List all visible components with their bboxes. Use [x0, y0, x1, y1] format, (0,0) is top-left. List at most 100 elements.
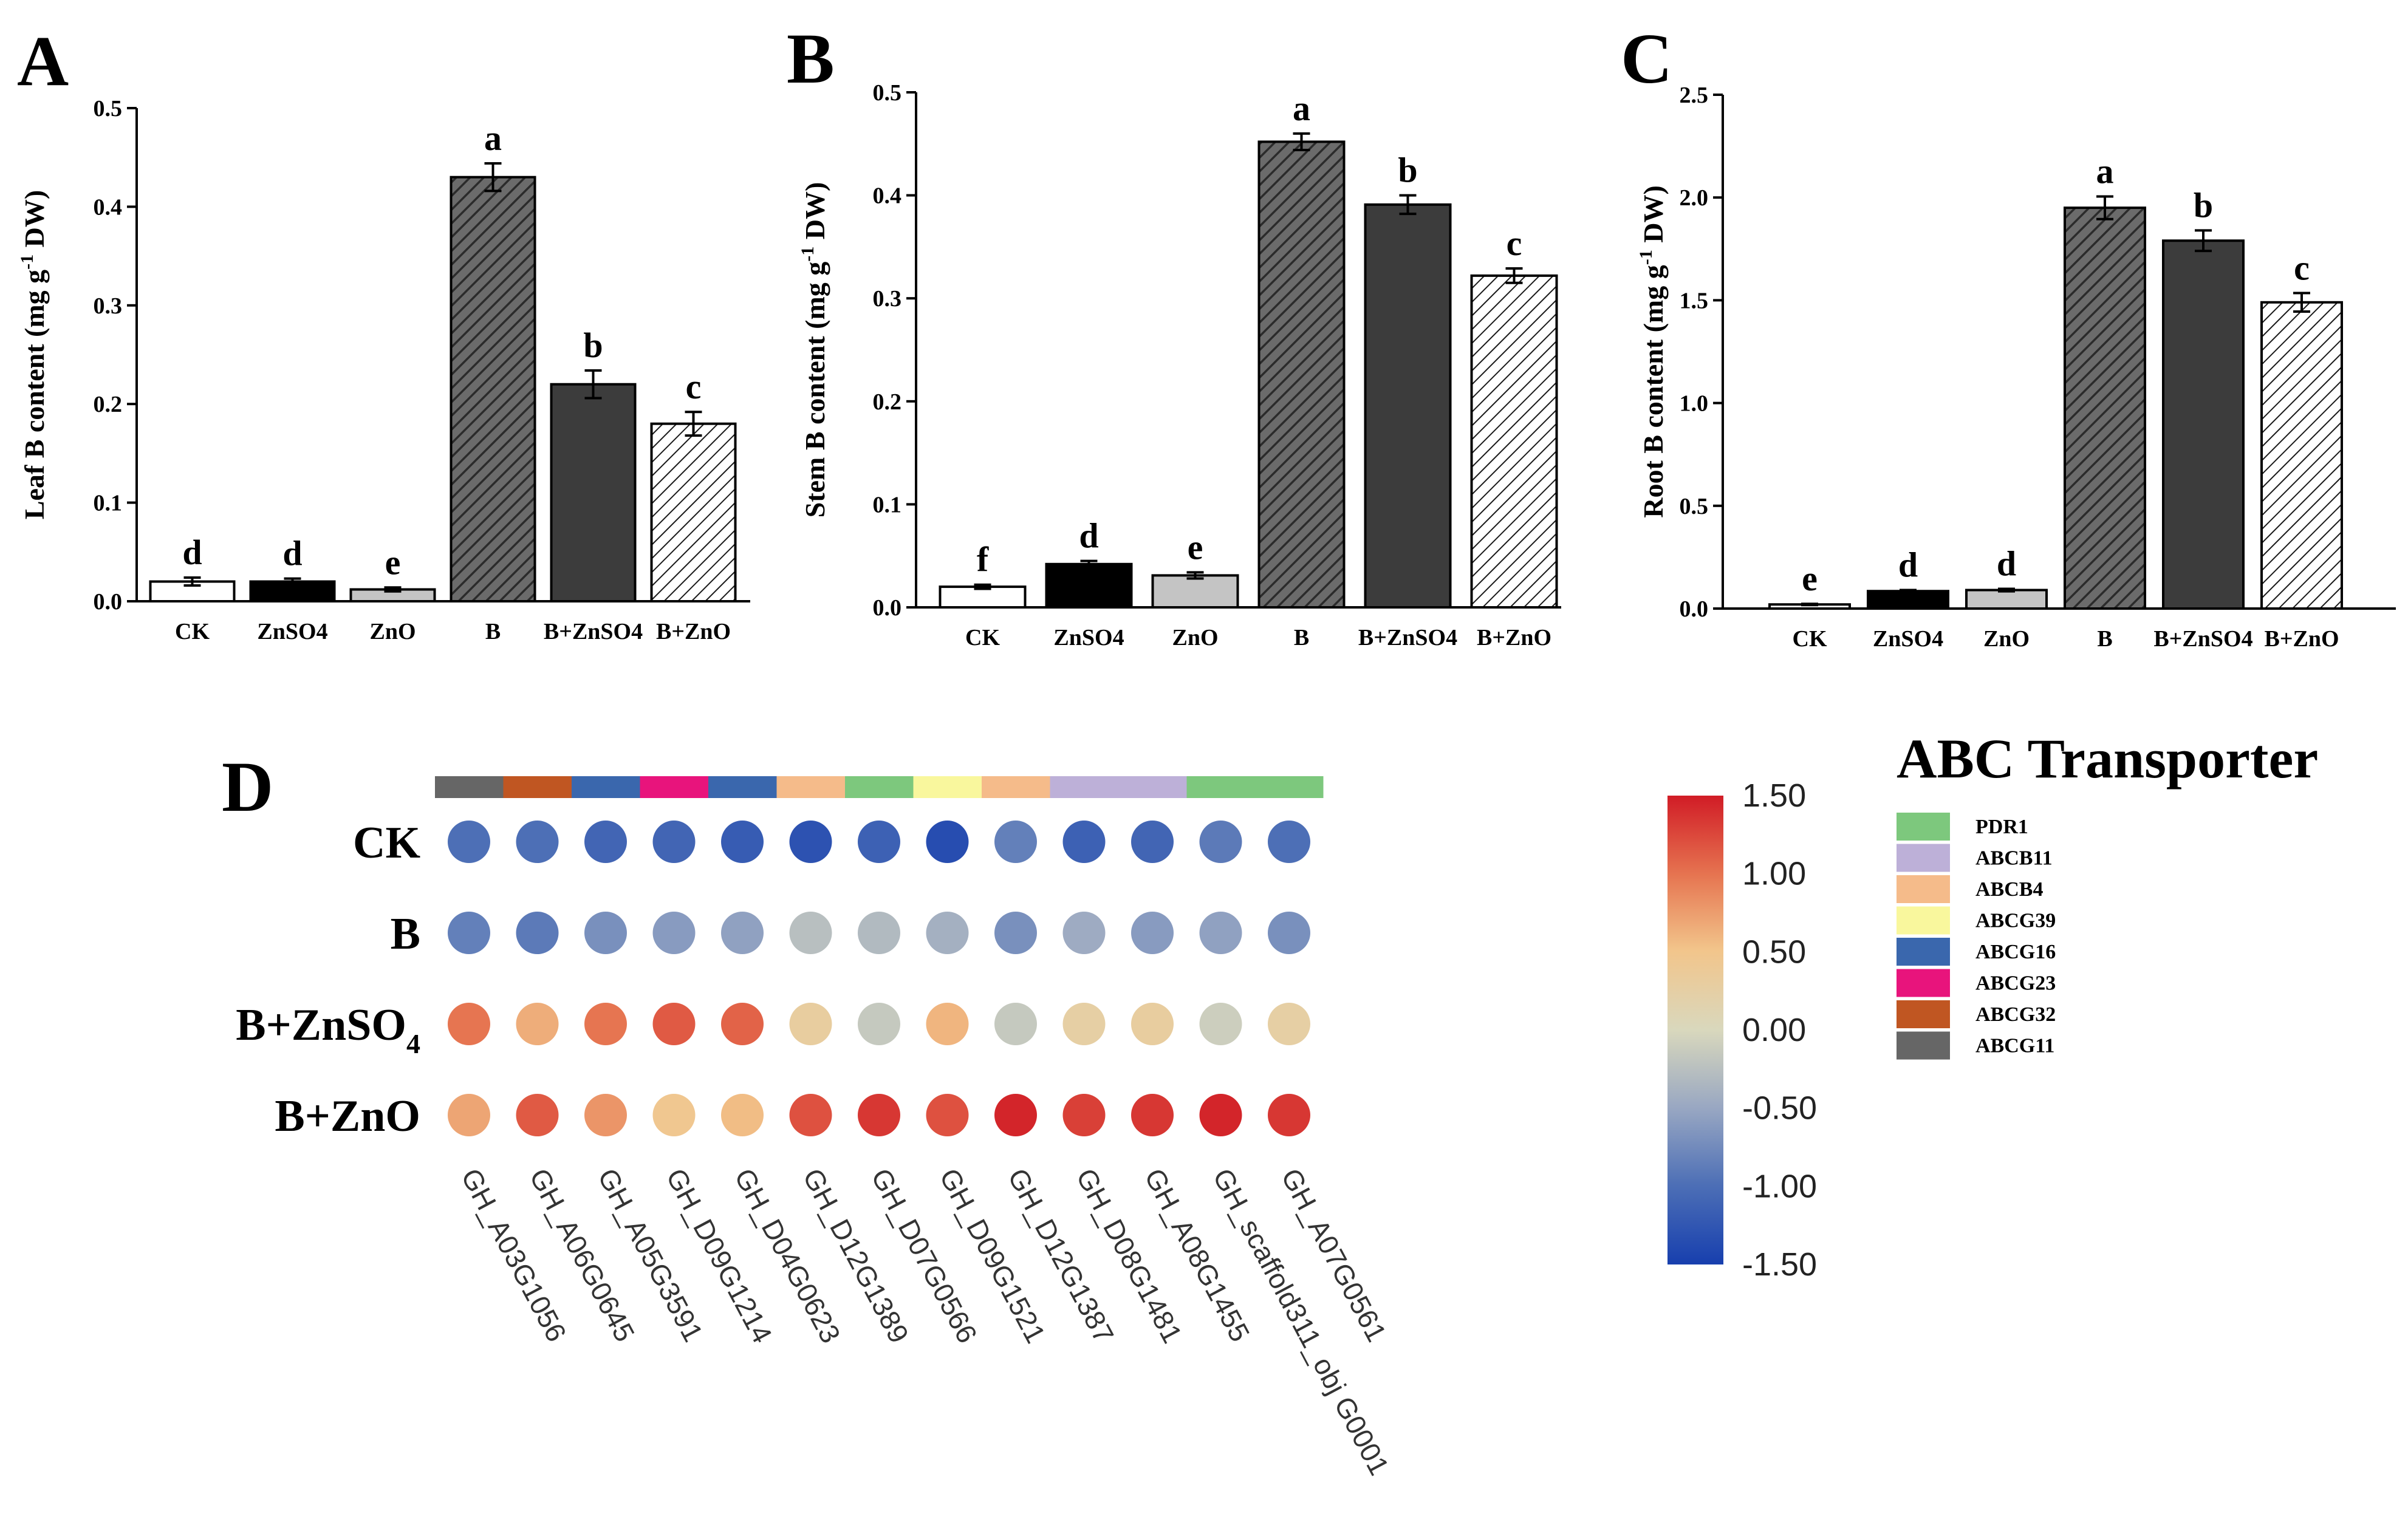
heatmap-dot [721, 912, 764, 954]
x-tick-label: B+ZnO [1477, 625, 1551, 650]
heatmap-dot [448, 1003, 490, 1045]
significance-letter: b [583, 326, 603, 365]
significance-letter: a [484, 118, 502, 158]
y-axis-title-main: Leaf B content (mg g [19, 270, 50, 519]
bar-znso4 [1867, 590, 1949, 610]
y-tick-label: 0.5 [1680, 494, 1709, 519]
bar-znso4 [1045, 562, 1133, 609]
y-tick-label: 0.2 [873, 389, 902, 415]
colorbar-tick-label: 1.50 [1742, 777, 1806, 814]
x-tick-label: CK [1793, 626, 1827, 652]
y-axis-title: Stem B content (mg g-1 DW) [798, 182, 830, 518]
row-label-text: CK [353, 818, 420, 868]
family-strip-abcb11 [1118, 776, 1187, 798]
heatmap-dot [926, 1003, 969, 1045]
significance-letter: f [977, 540, 989, 579]
family-strip-pdr1 [845, 776, 914, 798]
heatmap-dot [994, 912, 1037, 954]
family-strip-abcg32 [503, 776, 572, 798]
heatmap-dot [858, 821, 900, 863]
colorbar-tick-label: -0.50 [1742, 1090, 1817, 1127]
y-axis-title-superscript: -1 [798, 247, 818, 262]
heatmap-dot [516, 1003, 559, 1045]
heatmap-dot [584, 1094, 627, 1136]
heatmap-dot [584, 821, 627, 863]
row-label: B [391, 909, 420, 959]
heatmap-dot [789, 912, 832, 954]
heatmap-dot [858, 912, 900, 954]
heatmap-dot [721, 1094, 764, 1136]
heatmap-dot [1062, 912, 1106, 954]
x-tick-label: ZnO [369, 619, 416, 644]
significance-letter: d [182, 533, 202, 572]
x-tick-label: ZnSO4 [257, 619, 327, 644]
x-tick-label: ZnO [1172, 625, 1218, 650]
y-axis-title-superscript: -1 [17, 254, 37, 270]
x-tick-label: B [2097, 626, 2112, 652]
significance-letter: e [385, 542, 401, 582]
heatmap-dot [1131, 912, 1174, 954]
x-tick-label: ZnSO4 [1873, 626, 1943, 652]
heatmap-abc-transporter: CKBB+ZnSO4B+ZnOGH_A03G1056GH_A06G0645GH_… [236, 776, 1395, 1480]
heatmap-dot [1131, 821, 1174, 863]
significance-letter: e [1802, 559, 1818, 598]
family-strip-pdr1 [1186, 776, 1255, 798]
family-strip-abcg23 [640, 776, 708, 798]
heatmap-dot [789, 821, 832, 863]
bar-b [2064, 206, 2146, 610]
y-axis-title-tail: DW) [1638, 185, 1669, 250]
significance-letter: d [1997, 544, 2016, 584]
x-tick-label: CK [965, 625, 1000, 650]
heatmap-dot [1199, 1094, 1242, 1136]
y-axis-title-tail: DW) [19, 190, 50, 254]
heatmap-dot [652, 1094, 696, 1136]
legend-label-abcg32: ABCG32 [1975, 1003, 2056, 1026]
bar-b-zno [1470, 274, 1558, 609]
significance-letter: c [686, 367, 702, 406]
x-tick-label: B+ZnO [2264, 626, 2339, 652]
heatmap-dot [1062, 1003, 1106, 1045]
y-axis-title: Root B content (mg g-1 DW) [1636, 185, 1669, 518]
legend-swatch-abcg39 [1897, 906, 1950, 935]
legend-swatch-abcg23 [1897, 969, 1950, 997]
heatmap-dot [652, 912, 696, 954]
x-tick-label: B+ZnSO4 [2153, 626, 2252, 652]
colorbar: 1.50 1.00 0.50 0.00 -0.50 -1.00 -1.50 [1667, 777, 1817, 1283]
x-tick-label: B [485, 619, 501, 644]
significance-letter: a [2096, 152, 2114, 191]
heatmap-dot [516, 1094, 559, 1136]
significance-letter: c [2294, 248, 2310, 288]
heatmap-dot [652, 821, 696, 863]
x-tick-label: B+ZnSO4 [544, 619, 643, 644]
legend-label-abcg23: ABCG23 [1975, 972, 2056, 995]
y-tick-label: 2.0 [1680, 185, 1709, 211]
bar-b-znso4 [1364, 203, 1452, 609]
heatmap-dot [1199, 821, 1242, 863]
panel-letter-d: D [222, 747, 273, 827]
heatmap-dot [652, 1003, 696, 1045]
family-strip-pdr1 [1255, 776, 1324, 798]
legend-label-abcg39: ABCG39 [1975, 910, 2056, 932]
family-strip-abcb4 [982, 776, 1050, 798]
y-tick-label: 0.0 [1680, 596, 1709, 622]
heatmap-dot [721, 1003, 764, 1045]
panel-letter-b: B [787, 19, 835, 98]
y-tick-label: 1.0 [1680, 391, 1709, 417]
legend-label-abcg16: ABCG16 [1975, 941, 2056, 963]
bar-b [450, 176, 536, 602]
significance-letter: b [1398, 151, 1417, 190]
legend-label-abcg11: ABCG11 [1975, 1035, 2054, 1057]
family-strip-abcg16 [572, 776, 640, 798]
heatmap-dot [584, 912, 627, 954]
family-strip-abcg11 [435, 776, 504, 798]
significance-letter: a [1293, 89, 1310, 128]
row-label-subscript: 4 [406, 1028, 420, 1059]
bar-chart-leaf: 0.0 0.1 0.2 0.3 0.4 0.5 Leaf B content (mg g-1… [17, 96, 750, 644]
y-axis-title-main: Stem B content (mg g [799, 262, 830, 518]
heatmap-dot [1268, 821, 1310, 863]
heatmap-dot [448, 912, 490, 954]
y-tick-label: 1.5 [1680, 288, 1709, 313]
bar-b-znso4 [2162, 239, 2245, 610]
bar-b [1257, 140, 1346, 609]
